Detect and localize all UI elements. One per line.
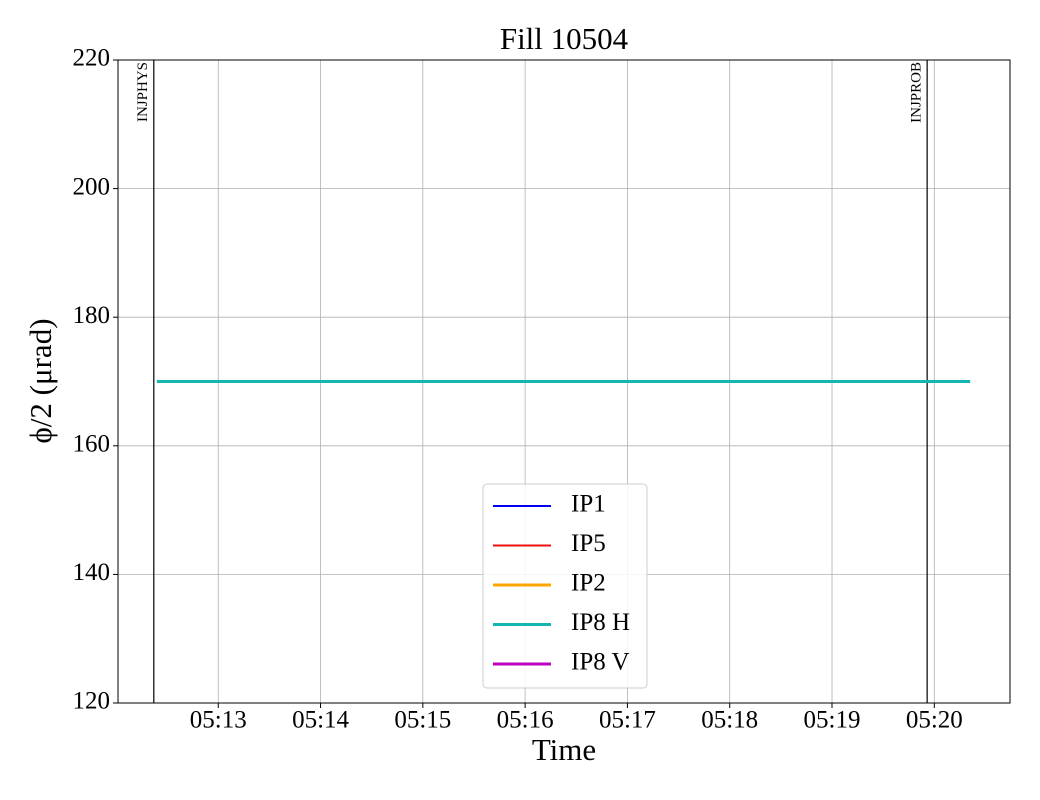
legend-box — [482, 483, 648, 689]
x-tick-label: 05:14 — [292, 707, 349, 734]
event-label: INJPHYS — [135, 62, 151, 122]
y-axis-label: ϕ/2 (μrad) — [23, 318, 58, 443]
x-tick-label: 05:15 — [394, 707, 451, 734]
legend-label: IP8 V — [571, 649, 630, 676]
y-tick-label: 200 — [73, 173, 111, 200]
x-tick-label: 05:19 — [804, 707, 861, 734]
plot-frame — [117, 59, 1011, 704]
x-tick-label: 05:18 — [701, 707, 758, 734]
x-tick-label: 05:17 — [599, 707, 656, 734]
y-tick-label: 220 — [73, 45, 111, 72]
y-tick-label: 140 — [73, 559, 111, 586]
x-axis-label: Time — [532, 732, 596, 767]
chart-title: Fill 10504 — [500, 21, 629, 56]
legend-label: IP8 H — [571, 609, 630, 636]
y-tick-label: 180 — [73, 302, 111, 329]
x-tick-label: 05:16 — [497, 707, 554, 734]
y-tick-label: 120 — [73, 688, 111, 715]
x-tick-label: 05:13 — [190, 707, 247, 734]
y-tick-label: 160 — [73, 431, 111, 458]
event-label: INJPROB — [909, 62, 925, 123]
x-tick-label: 05:20 — [906, 707, 963, 734]
legend: IP1 IP5 IP2 IP8 H IP8 V — [482, 483, 648, 689]
legend-label: IP2 — [571, 570, 606, 597]
legend-label: IP1 — [571, 491, 606, 518]
legend-label: IP5 — [571, 530, 606, 557]
